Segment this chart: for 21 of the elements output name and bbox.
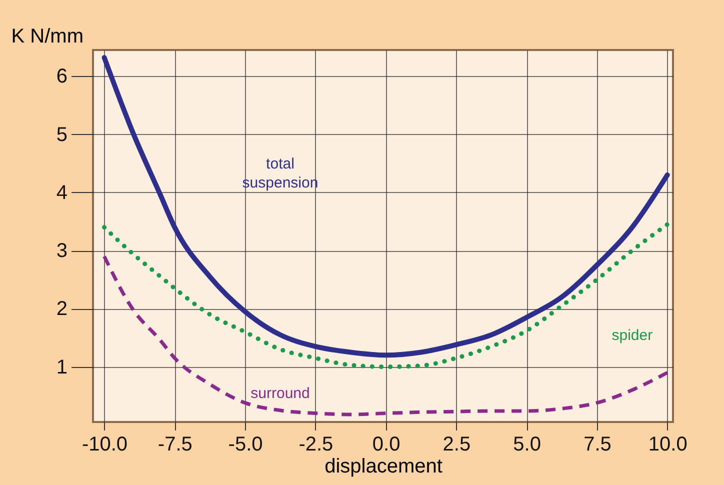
x-tick-label: 10.0 [648,434,688,456]
y-tick-label: 1 [56,356,68,378]
x-tick-label: 5.0 [513,434,541,456]
x-axis-title: displacement [324,456,443,478]
x-tick-label: -7.5 [158,434,192,456]
y-axis-title: K N/mm [11,26,84,48]
line-series [102,222,670,370]
series-label: surround [250,384,310,402]
x-tick-label: -10.0 [82,434,128,456]
x-tick-label: 2.5 [442,434,471,456]
y-tick-label: 5 [56,124,68,146]
x-tick-label: 7.5 [584,434,612,456]
x-tick-label: 0.0 [372,434,400,456]
y-tick-label: 2 [56,298,68,320]
y-tick-label: 6 [56,66,68,88]
text: spider [612,326,653,344]
y-tick-label: 3 [56,240,68,262]
x-tick-label: -5.0 [228,434,263,456]
y-tick-label: 4 [56,182,68,204]
line-series [102,254,670,416]
x-tick-label: -2.5 [298,434,334,456]
